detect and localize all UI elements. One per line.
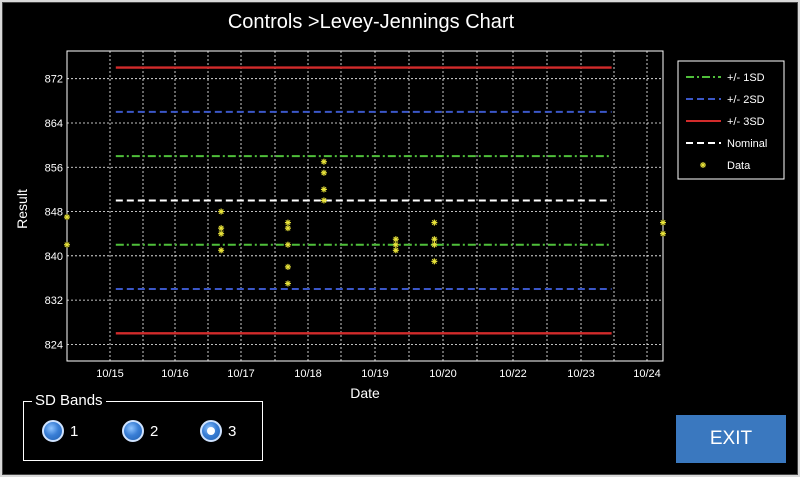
legend-item: Data (700, 160, 751, 172)
x-tick-label: 10/20 (429, 368, 457, 380)
legend-label: +/- 3SD (727, 116, 765, 128)
x-tick-label: 10/19 (361, 368, 389, 380)
y-axis-title: Result (14, 189, 30, 229)
legend-item: +/- 2SD (686, 94, 765, 106)
legend-label: Nominal (727, 138, 767, 150)
legend: +/- 1SD +/- 2SD +/- 3SD Nominal Data (677, 60, 785, 180)
data-point (284, 225, 291, 232)
data-point (392, 241, 399, 248)
sd-bands-group: SD Bands 1 2 3 (23, 392, 263, 461)
legend-label: +/- 2SD (727, 94, 765, 106)
radio-button-2[interactable] (122, 420, 144, 442)
data-point (392, 236, 399, 243)
y-tick-label: 856 (45, 162, 63, 174)
plot-area (66, 50, 664, 362)
x-axis-title: Date (350, 385, 380, 401)
data-point (431, 241, 438, 248)
data-point (218, 247, 225, 254)
legend-item: Nominal (686, 138, 767, 150)
grid (67, 51, 663, 361)
exit-button[interactable]: EXIT (676, 415, 786, 463)
x-tick-label: 10/22 (499, 368, 527, 380)
data-point (660, 219, 666, 226)
data-point (284, 219, 291, 226)
y-tick-label: 832 (45, 295, 63, 307)
data-point (64, 241, 70, 248)
sd-band-label-3: 3 (228, 422, 237, 440)
data-point (431, 219, 438, 226)
control-lines (115, 66, 612, 335)
data-point (284, 280, 291, 287)
sd-band-option-3[interactable]: 3 (200, 420, 236, 442)
x-tick-label: 10/17 (227, 368, 255, 380)
data-point (431, 236, 438, 243)
y-tick-label: 824 (45, 339, 63, 351)
x-tick-label: 10/15 (96, 368, 124, 380)
data-point (392, 247, 399, 254)
legend-label: +/- 1SD (727, 72, 765, 84)
y-tick-label: 864 (45, 118, 63, 130)
data-point (218, 230, 225, 237)
page-title: Controls >Levey-Jennings Chart (227, 11, 515, 33)
sd-band-option-2[interactable]: 2 (122, 420, 158, 442)
y-tick-label: 872 (45, 74, 63, 86)
data-point (218, 208, 225, 215)
sd-band-label-2: 2 (150, 422, 159, 440)
sd-band-label-1: 1 (70, 422, 79, 440)
data-point (320, 186, 327, 193)
y-axis-ticks: 824 832 840 848 856 864 872 (45, 74, 63, 352)
data-point (320, 197, 327, 204)
sd-bands-title: SD Bands (32, 392, 106, 409)
data-point (284, 263, 291, 270)
data-point (320, 158, 327, 165)
data-point (660, 230, 666, 237)
radio-button-1[interactable] (42, 420, 64, 442)
legend-label: Data (727, 160, 751, 172)
x-tick-label: 10/23 (567, 368, 595, 380)
data-points (64, 158, 666, 287)
legend-item: +/- 1SD (686, 72, 765, 84)
legend-item: +/- 3SD (686, 116, 765, 128)
data-point (284, 241, 291, 248)
sd-band-option-1[interactable]: 1 (42, 420, 78, 442)
data-point (218, 225, 225, 232)
x-tick-label: 10/24 (633, 368, 661, 380)
y-tick-label: 848 (45, 207, 63, 219)
radio-button-3[interactable] (200, 420, 222, 442)
data-point (320, 169, 327, 176)
data-point (431, 258, 438, 265)
y-tick-label: 840 (45, 251, 63, 263)
data-point (64, 214, 70, 221)
x-axis-ticks: 10/15 10/16 10/17 10/18 10/19 10/20 10/22 10/23… (96, 368, 661, 380)
x-tick-label: 10/16 (161, 368, 189, 380)
x-tick-label: 10/18 (294, 368, 322, 380)
